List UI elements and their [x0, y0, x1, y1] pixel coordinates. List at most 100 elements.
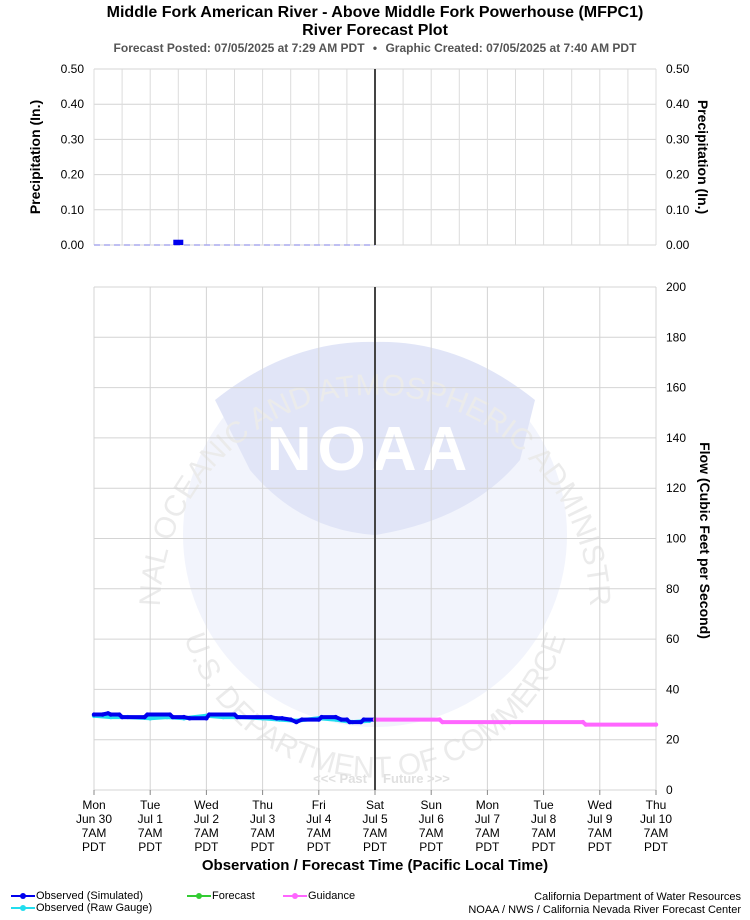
- flow-xtick-label: PDT: [138, 840, 163, 854]
- flow-tick-right: 20: [666, 733, 680, 747]
- flow-xtick-label: Jul 1: [138, 812, 164, 826]
- flow-tick-right: 40: [666, 682, 680, 696]
- flow-xtick-label: PDT: [588, 840, 613, 854]
- graphic-created: Graphic Created: 07/05/2025 at 7:40 AM P…: [385, 41, 637, 55]
- flow-xtick-label: Jul 4: [306, 812, 332, 826]
- flow-ylabel-right: Flow (Cubic Feet per Second): [697, 442, 713, 639]
- credit-cnrfc: NOAA / NWS / California Nevada River For…: [468, 904, 741, 916]
- precip-tick-right: 0.40: [666, 97, 690, 111]
- series-point-observed-simulated: [347, 719, 352, 725]
- series-point-guidance: [440, 719, 445, 725]
- series-point-observed-simulated: [167, 712, 173, 717]
- timestamp-line: Forecast Posted: 07/05/2025 at 7:29 AM P…: [0, 41, 750, 55]
- series-point-observed-simulated: [344, 717, 350, 722]
- flow-xtick-label: PDT: [363, 840, 388, 854]
- series-point-observed-simulated: [232, 712, 237, 717]
- series-point-observed-simulated: [170, 714, 175, 720]
- future-label: Future >>>: [383, 771, 450, 786]
- legend-item-guidance: Guidance: [282, 890, 355, 902]
- forecast-swatch: [187, 893, 211, 900]
- flow-tick-right: 180: [666, 330, 686, 344]
- precip-tick-left: 0.10: [61, 203, 85, 217]
- flow-xtick-label: Wed: [194, 798, 218, 812]
- flow-xtick-label: Tue: [533, 798, 554, 812]
- series-point-observed-simulated: [187, 716, 192, 721]
- flow-xtick-label: Jul 3: [250, 812, 276, 826]
- series-point-observed-simulated: [316, 717, 321, 722]
- flow-xtick-label: PDT: [419, 840, 444, 854]
- flow-xtick-label: Jul 10: [640, 812, 672, 826]
- flow-xtick-label: Jul 2: [194, 812, 220, 826]
- flow-tick-right: 60: [666, 632, 680, 646]
- flow-xtick-label: 7AM: [138, 826, 163, 840]
- flow-xtick-label: PDT: [194, 840, 219, 854]
- precip-tick-right: 0.10: [666, 203, 690, 217]
- flow-tick-right: 140: [666, 431, 686, 445]
- flow-xtick-label: Sat: [366, 798, 385, 812]
- flow-xtick-label: PDT: [532, 840, 557, 854]
- flow-xtick-label: Thu: [252, 798, 273, 812]
- precip-tick-right: 0.50: [666, 62, 690, 76]
- precip-tick-right: 0.30: [666, 132, 690, 146]
- chart-title: Middle Fork American River - Above Middl…: [106, 4, 644, 21]
- series-point-observed-simulated: [333, 714, 338, 720]
- series-point-observed-simulated: [274, 716, 279, 721]
- precip-tick-left: 0.00: [61, 238, 85, 252]
- flow-xlabel: Observation / Forecast Time (Pacific Loc…: [202, 857, 548, 874]
- flow-xtick-label: Jul 9: [587, 812, 613, 826]
- series-point-observed-simulated: [339, 717, 344, 722]
- legend-item-forecast: Forecast: [186, 890, 255, 902]
- flow-xtick-label: 7AM: [419, 826, 444, 840]
- flow-xtick-label: 7AM: [363, 826, 388, 840]
- flow-xtick-label: Sun: [421, 798, 442, 812]
- series-point-guidance: [653, 722, 659, 727]
- flow-tick-right: 0: [666, 783, 673, 797]
- precip-tick-left: 0.50: [61, 62, 85, 76]
- precip-ylabel-right: Precipitation (In.): [695, 100, 711, 214]
- series-point-observed-simulated: [91, 712, 97, 717]
- flow-tick-right: 80: [666, 582, 680, 596]
- precip-tick-left: 0.30: [61, 132, 85, 146]
- series-point-observed-simulated: [145, 712, 150, 717]
- series-point-observed-simulated: [319, 714, 324, 720]
- flow-xtick-label: PDT: [251, 840, 276, 854]
- flow-xtick-label: Jul 8: [531, 812, 557, 826]
- precip-tick-left: 0.20: [61, 168, 85, 182]
- flow-xtick-label: 7AM: [194, 826, 219, 840]
- guidance-swatch: [283, 893, 307, 900]
- series-point-observed-simulated: [235, 714, 240, 720]
- precipitation-panel: 0.00 0.00 0.10 0.10 0.20 0.20 0.30 0.30 0.40 0.40…: [27, 62, 711, 252]
- series-point-guidance: [437, 717, 442, 722]
- flow-tick-right: 200: [666, 280, 686, 294]
- separator: •: [372, 41, 378, 55]
- series-point-observed-simulated: [294, 719, 299, 725]
- series-point-observed-simulated: [108, 712, 114, 717]
- flow-xtick-label: PDT: [307, 840, 332, 854]
- flow-xtick-label: Jul 7: [475, 812, 501, 826]
- flow-tick-right: 160: [666, 381, 686, 395]
- series-point-observed-simulated: [280, 716, 285, 721]
- past-label: <<< Past: [313, 771, 368, 786]
- flow-xtick-label: PDT: [82, 840, 107, 854]
- flow-tick-right: 120: [666, 481, 686, 495]
- series-point-observed-simulated: [358, 719, 364, 725]
- precip-tick-right: 0.20: [666, 168, 690, 182]
- series-point-observed-simulated: [181, 714, 187, 720]
- flow-xtick-label: 7AM: [250, 826, 275, 840]
- flow-xtick-label: 7AM: [306, 826, 331, 840]
- series-point-observed-simulated: [117, 712, 122, 717]
- flow-tick-right: 100: [666, 532, 686, 546]
- chart-subtitle: River Forecast Plot: [302, 22, 448, 39]
- flow-xtick-label: Jul 5: [362, 812, 388, 826]
- series-line-guidance: [375, 717, 656, 727]
- flow-xtick-label: PDT: [644, 840, 669, 854]
- flow-xtick-label: 7AM: [82, 826, 107, 840]
- series-point-guidance: [583, 722, 588, 727]
- precip-tick-right: 0.00: [666, 238, 690, 252]
- series-point-observed-simulated: [204, 716, 209, 721]
- flow-xtick-label: PDT: [475, 840, 500, 854]
- flow-xtick-label: 7AM: [587, 826, 612, 840]
- flow-xtick-label: 7AM: [531, 826, 556, 840]
- precip-tick-left: 0.40: [61, 97, 85, 111]
